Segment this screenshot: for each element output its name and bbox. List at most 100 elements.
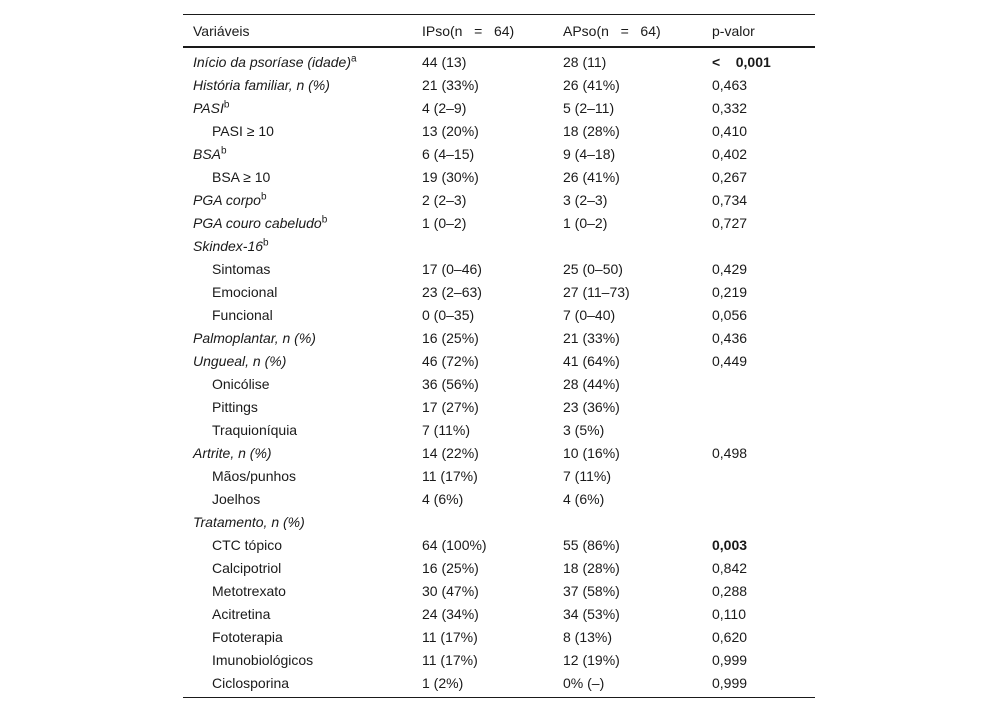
row-label-text: BSA <box>193 146 222 162</box>
row-label: Acitretina <box>183 603 422 626</box>
cell-apso: 25 (0–50) <box>563 261 623 277</box>
cell-apso: 9 (4–18) <box>563 146 616 162</box>
cell-pvalue: 0,842 <box>712 560 748 576</box>
row-label-text: Sintomas <box>212 261 271 277</box>
cell-pvalue: 0,429 <box>712 261 748 277</box>
row-label-text: PASI ≥ 10 <box>212 123 274 139</box>
cell-apso: 26 (41%) <box>563 77 620 93</box>
cell-ipso: 1 (2%) <box>422 675 464 691</box>
cell-ipso: 44 (13) <box>422 54 467 70</box>
row-label-text: Emocional <box>212 284 278 300</box>
table-row: Pittings 17 (27%) 23 (36%) <box>183 396 815 419</box>
row-label-text: PASI <box>193 100 224 116</box>
row-label: Imunobiológicos <box>183 649 422 672</box>
row-label: Tratamento, n (%) <box>183 511 422 534</box>
table-row: Imunobiológicos 11 (17%) 12 (19%) 0,999 <box>183 649 815 672</box>
row-label: Ungueal, n (%) <box>183 350 422 373</box>
cell-pvalue: 0,110 <box>712 606 746 622</box>
table-row: Onicólise 36 (56%) 28 (44%) <box>183 373 815 396</box>
row-label-text: Fototerapia <box>212 629 283 645</box>
cell-apso: 10 (16%) <box>563 445 620 461</box>
cell-ipso: 2 (2–3) <box>422 192 467 208</box>
footnote-marker: b <box>263 237 269 249</box>
cell-apso: 4 (6%) <box>563 491 605 507</box>
row-label-text: Palmoplantar, n (%) <box>193 330 316 346</box>
row-label-text: Acitretina <box>212 606 271 622</box>
row-label-text: Mãos/punhos <box>212 468 297 484</box>
cell-ipso: 46 (72%) <box>422 353 479 369</box>
cell-apso: 26 (41%) <box>563 169 620 185</box>
row-label: PGA couro cabeludob <box>183 212 422 235</box>
row-label-text: Início da psoríase (idade) <box>193 54 351 70</box>
row-label-text: Ungueal, n (%) <box>193 353 287 369</box>
cell-ipso: 4 (2–9) <box>422 100 467 116</box>
row-label: Fototerapia <box>183 626 422 649</box>
footnote-marker: b <box>221 145 227 157</box>
cell-ipso: 4 (6%) <box>422 491 464 507</box>
table-row: PGA corpob 2 (2–3) 3 (2–3) 0,734 <box>183 189 815 212</box>
cell-apso: 18 (28%) <box>563 560 620 576</box>
footnote-marker: b <box>260 191 267 203</box>
cell-apso: 7 (11%) <box>563 468 611 484</box>
table-row: Emocional 23 (2–63) 27 (11–73) 0,219 <box>183 281 815 304</box>
row-label-text: Onicólise <box>212 376 270 392</box>
cell-pvalue: 0,727 <box>712 215 748 231</box>
row-label-text: Ciclosporina <box>212 675 290 691</box>
cell-pvalue: 0,449 <box>712 353 748 369</box>
cell-ipso: 11 (17%) <box>422 629 478 645</box>
row-label: Skindex-16b <box>183 235 422 258</box>
cell-pvalue: 0,402 <box>712 146 748 162</box>
row-label: História familiar, n (%) <box>183 74 422 97</box>
table-row: Joelhos 4 (6%) 4 (6%) <box>183 488 815 511</box>
row-label: PASI ≥ 10 <box>183 120 422 143</box>
table-body: Início da psoríase (idade)a 44 (13) 28 (… <box>183 48 815 697</box>
table-row: BSAb 6 (4–15) 9 (4–18) 0,402 <box>183 143 815 166</box>
table-row: PASI ≥ 10 13 (20%) 18 (28%) 0,410 <box>183 120 815 143</box>
row-label: Calcipotriol <box>183 557 422 580</box>
table-row: Ungueal, n (%) 46 (72%) 41 (64%) 0,449 <box>183 350 815 373</box>
cell-ipso: 7 (11%) <box>422 422 470 438</box>
row-label: BSA ≥ 10 <box>183 166 422 189</box>
table-row: Artrite, n (%) 14 (22%) 10 (16%) 0,498 <box>183 442 815 465</box>
cell-pvalue: 0,410 <box>712 123 748 139</box>
row-label: Ciclosporina <box>183 672 422 695</box>
row-label: Pittings <box>183 396 422 419</box>
cell-ipso: 16 (25%) <box>422 330 479 346</box>
cell-apso: 34 (53%) <box>563 606 620 622</box>
cell-pvalue: 0,288 <box>712 583 748 599</box>
row-label: Funcional <box>183 304 422 327</box>
cell-ipso: 11 (17%) <box>422 652 478 668</box>
row-label: Onicólise <box>183 373 422 396</box>
row-label: Joelhos <box>183 488 422 511</box>
cell-pvalue: 0,436 <box>712 330 748 346</box>
table-row: PGA couro cabeludob 1 (0–2) 1 (0–2) 0,72… <box>183 212 815 235</box>
table-row: Funcional 0 (0–35) 7 (0–40) 0,056 <box>183 304 815 327</box>
cell-apso: 55 (86%) <box>563 537 620 553</box>
cell-pvalue: 0,620 <box>712 629 748 645</box>
table-header-row: Variáveis IPso(n = 64) APso(n = 64) p-va… <box>183 15 815 48</box>
column-header-apso: APso(n = 64) <box>563 22 661 39</box>
footnote-marker: b <box>321 214 328 226</box>
column-header-pvalue: p-valor <box>712 22 755 39</box>
cell-ipso: 16 (25%) <box>422 560 479 576</box>
table-row: Ciclosporina 1 (2%) 0% (–) 0,999 <box>183 672 815 695</box>
table-row: História familiar, n (%) 21 (33%) 26 (41… <box>183 74 815 97</box>
row-label-text: CTC tópico <box>212 537 283 553</box>
cell-ipso: 19 (30%) <box>422 169 479 185</box>
cell-ipso: 14 (22%) <box>422 445 479 461</box>
table-row: Palmoplantar, n (%) 16 (25%) 21 (33%) 0,… <box>183 327 815 350</box>
cell-ipso: 11 (17%) <box>422 468 478 484</box>
row-label: Início da psoríase (idade)a <box>183 51 422 74</box>
cell-ipso: 36 (56%) <box>422 376 479 392</box>
table-row: Acitretina 24 (34%) 34 (53%) 0,110 <box>183 603 815 626</box>
column-header-ipso: IPso(n = 64) <box>422 22 515 39</box>
cell-apso: 7 (0–40) <box>563 307 616 323</box>
row-label-text: Calcipotriol <box>212 560 282 576</box>
cell-ipso: 21 (33%) <box>422 77 479 93</box>
cell-apso: 0% (–) <box>563 675 605 691</box>
cell-apso: 37 (58%) <box>563 583 620 599</box>
cell-pvalue: 0,498 <box>712 445 748 461</box>
cell-pvalue: 0,219 <box>712 284 748 300</box>
row-label: PASIb <box>183 97 422 120</box>
